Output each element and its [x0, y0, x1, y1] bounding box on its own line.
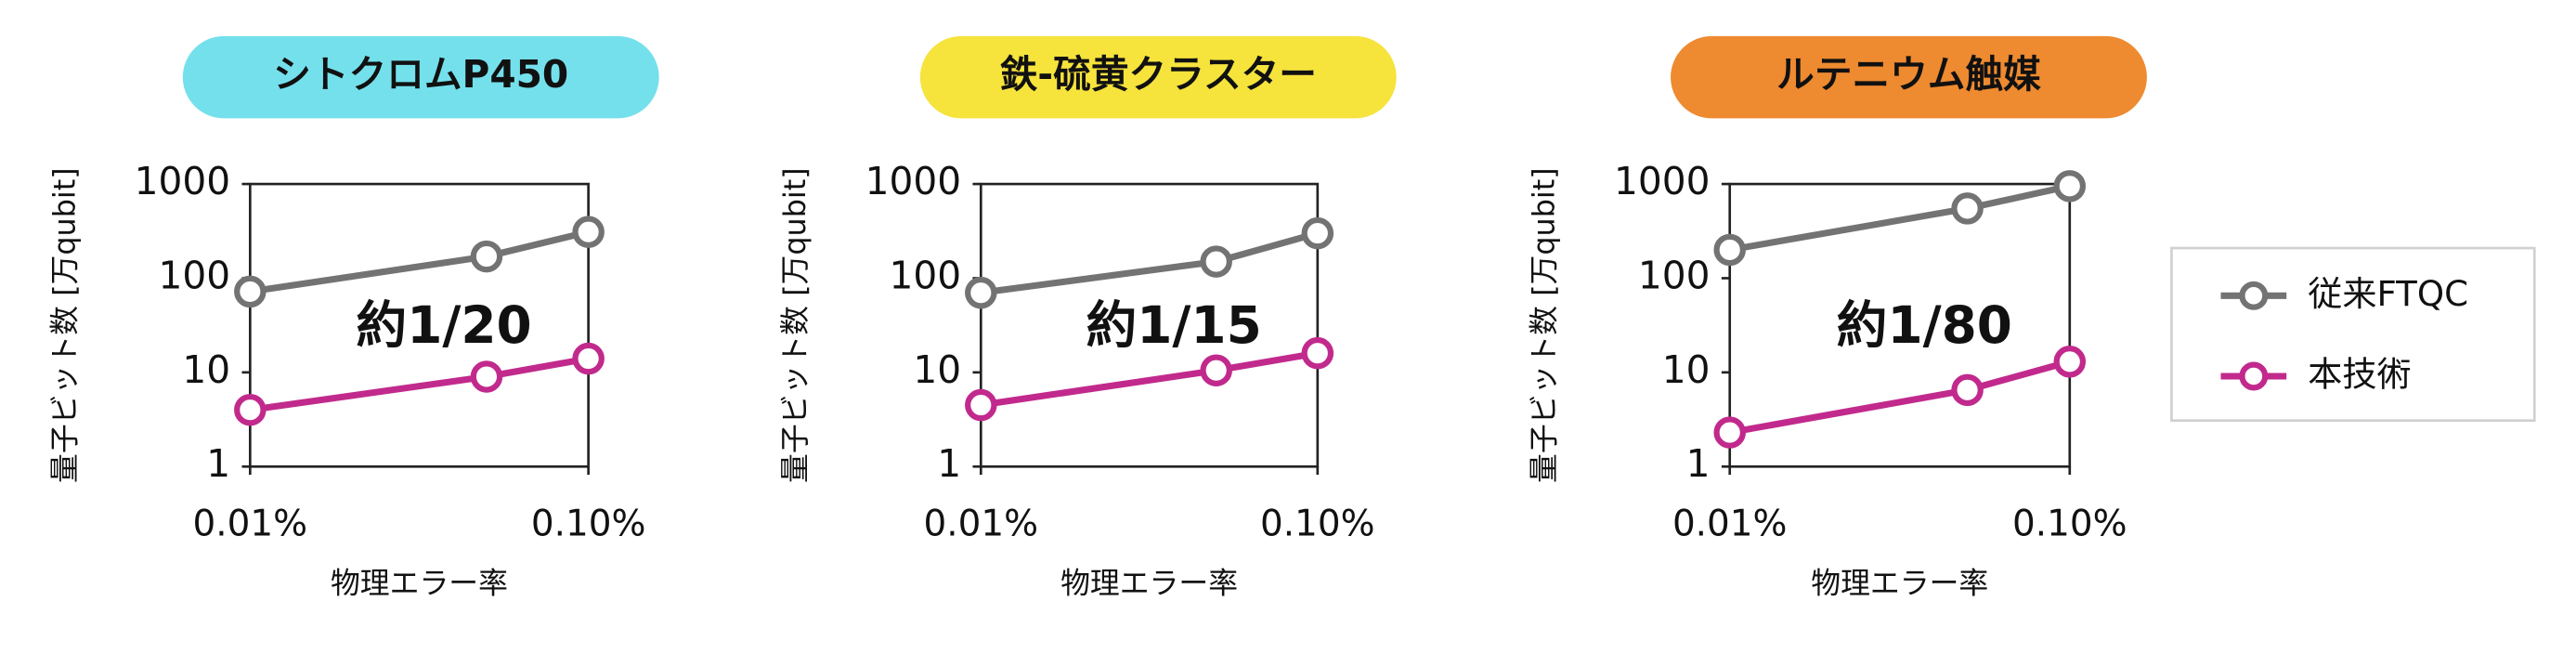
legend-marker — [2239, 281, 2269, 310]
data-point — [572, 342, 605, 375]
data-point — [1951, 373, 1984, 407]
data-point — [2053, 170, 2087, 203]
y-tick-label: 1000 — [1614, 159, 1710, 203]
y-axis-label: 量子ビット数 [万qubit] — [777, 167, 813, 483]
y-tick-label: 1000 — [865, 159, 961, 203]
title-pill — [1671, 35, 2147, 119]
legend-box — [2170, 246, 2536, 423]
data-point — [1713, 233, 1746, 267]
x-tick-label: 0.10% — [1260, 503, 1375, 544]
data-point — [470, 360, 503, 393]
y-tick-label: 10 — [913, 347, 961, 392]
y-tick-label: 100 — [889, 253, 961, 297]
data-point — [1200, 245, 1232, 278]
y-axis-label: 量子ビット数 [万qubit] — [46, 167, 82, 483]
plot-frame — [248, 182, 590, 468]
y-tick-label: 100 — [1638, 253, 1711, 297]
series-line — [249, 355, 590, 413]
x-tick-label: 0.01% — [1672, 503, 1788, 544]
y-tick-label: 1000 — [135, 159, 230, 203]
data-point — [572, 216, 605, 248]
chart-title: シトクロムP450 — [273, 52, 568, 97]
title-pill — [182, 35, 659, 119]
plot-frame — [1728, 182, 2072, 468]
data-point — [470, 240, 503, 273]
chart-title: ルテニウム触媒 — [1776, 52, 2041, 97]
annotation: 約1/20 — [356, 295, 531, 355]
data-point — [965, 388, 997, 422]
y-tick-label: 10 — [1662, 347, 1711, 392]
data-point — [234, 275, 267, 308]
annotation: 約1/15 — [1086, 295, 1261, 355]
series-line — [1729, 358, 2071, 437]
x-tick-label: 0.01% — [924, 503, 1039, 544]
y-axis-label: 量子ビット数 [万qubit] — [1527, 167, 1562, 483]
data-point — [2053, 346, 2087, 378]
y-tick-label: 1 — [937, 441, 961, 486]
data-point — [1200, 354, 1232, 386]
y-tick-label: 1 — [206, 441, 230, 486]
y-tick-label: 100 — [158, 253, 230, 297]
data-point — [1951, 192, 1984, 225]
x-tick-label: 0.01% — [193, 503, 308, 544]
x-tick-label: 0.10% — [2012, 503, 2127, 544]
series-line — [980, 349, 1319, 409]
legend-label: 本技術 — [2308, 354, 2411, 394]
data-point — [234, 393, 267, 426]
x-axis-label: 物理エラー率 — [1060, 566, 1238, 601]
data-point — [1301, 336, 1334, 370]
series-line — [249, 229, 590, 295]
title-pill — [919, 35, 1397, 119]
series-line — [1729, 182, 2071, 254]
x-axis-label: 物理エラー率 — [331, 566, 508, 601]
x-axis-label: 物理エラー率 — [1811, 566, 1988, 601]
data-point — [1713, 416, 1746, 449]
legend-marker — [2239, 361, 2269, 391]
annotation: 約1/80 — [1837, 295, 2012, 355]
y-tick-label: 1 — [1686, 441, 1711, 486]
x-tick-label: 0.10% — [531, 503, 646, 544]
data-point — [965, 276, 997, 309]
series-line — [980, 229, 1319, 296]
legend-label: 従来FTQC — [2308, 274, 2468, 314]
data-point — [1301, 216, 1334, 250]
y-tick-label: 10 — [182, 347, 230, 392]
chart-title: 鉄-硫黄クラスター — [1000, 52, 1317, 97]
plot-frame — [979, 182, 1320, 468]
